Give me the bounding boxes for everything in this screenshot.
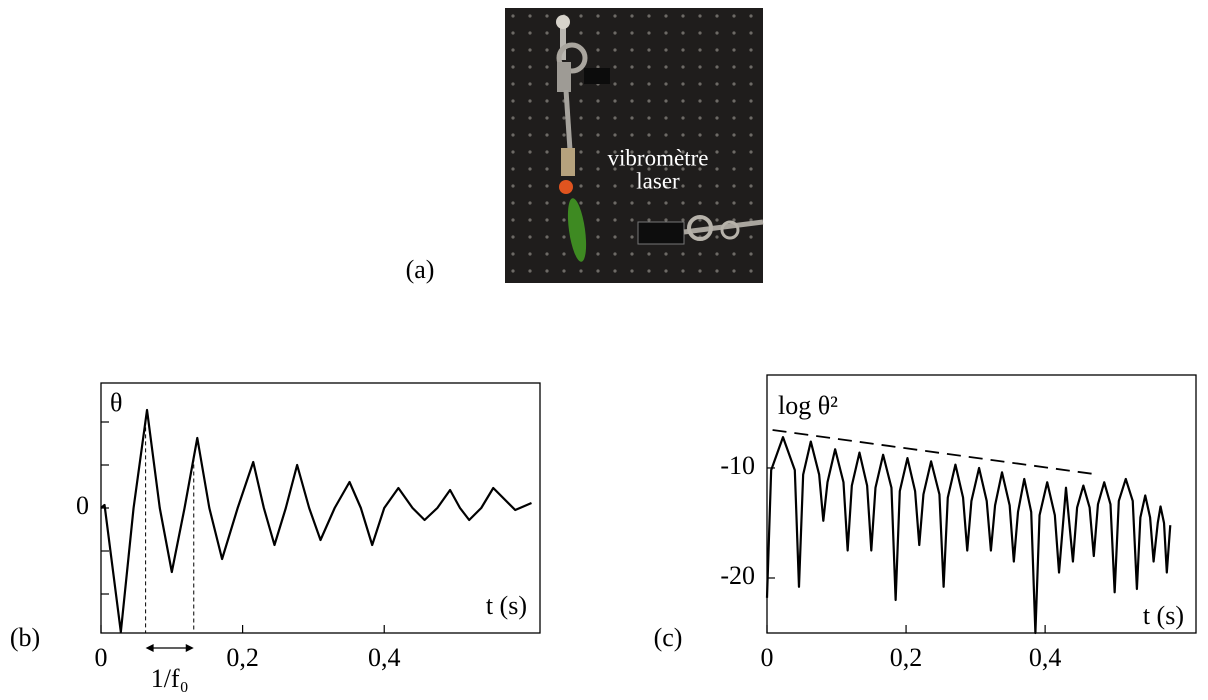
clamp-block xyxy=(584,68,610,84)
rod xyxy=(563,89,573,151)
clamp-body xyxy=(557,62,571,92)
period-label: 1/f₀ xyxy=(151,664,189,693)
x-axis-label: t (s) xyxy=(486,591,527,620)
vibrometer-clamp xyxy=(687,215,713,241)
y-tick-label: -20 xyxy=(720,561,755,590)
x-tick-label: 0,2 xyxy=(226,643,259,672)
x-tick-label: 0 xyxy=(761,643,774,672)
y-tick-label: 0 xyxy=(76,491,89,520)
data-line xyxy=(765,436,1172,635)
knob xyxy=(556,15,570,29)
y-axis-label: log θ² xyxy=(778,391,838,420)
x-tick-label: 0,4 xyxy=(368,643,401,672)
photo-label: vibromètre xyxy=(608,145,709,170)
photo: vibromètre laser xyxy=(505,8,764,283)
y-tick-label: -10 xyxy=(720,451,755,480)
photo-label: laser xyxy=(636,168,680,193)
marker-ball xyxy=(559,180,573,194)
plot-frame xyxy=(766,374,1197,634)
panel-label: (c) xyxy=(654,623,683,652)
data-line xyxy=(100,408,532,634)
x-axis-label: t (s) xyxy=(1143,601,1184,630)
x-tick-label: 0,2 xyxy=(890,643,923,672)
panel-label: (a) xyxy=(406,255,435,284)
panel-label: (b) xyxy=(10,623,40,652)
x-tick-label: 0 xyxy=(95,643,108,672)
clamp xyxy=(556,42,588,74)
plot-frame xyxy=(100,382,541,634)
vibrometer-head xyxy=(637,221,685,245)
y-axis-label: θ xyxy=(110,388,122,417)
leaf xyxy=(567,198,587,262)
holder xyxy=(561,148,575,176)
vibrometer-knob xyxy=(720,220,740,240)
trend-line xyxy=(772,429,1099,476)
pegboard xyxy=(505,8,763,283)
x-tick-label: 0,4 xyxy=(1029,643,1062,672)
